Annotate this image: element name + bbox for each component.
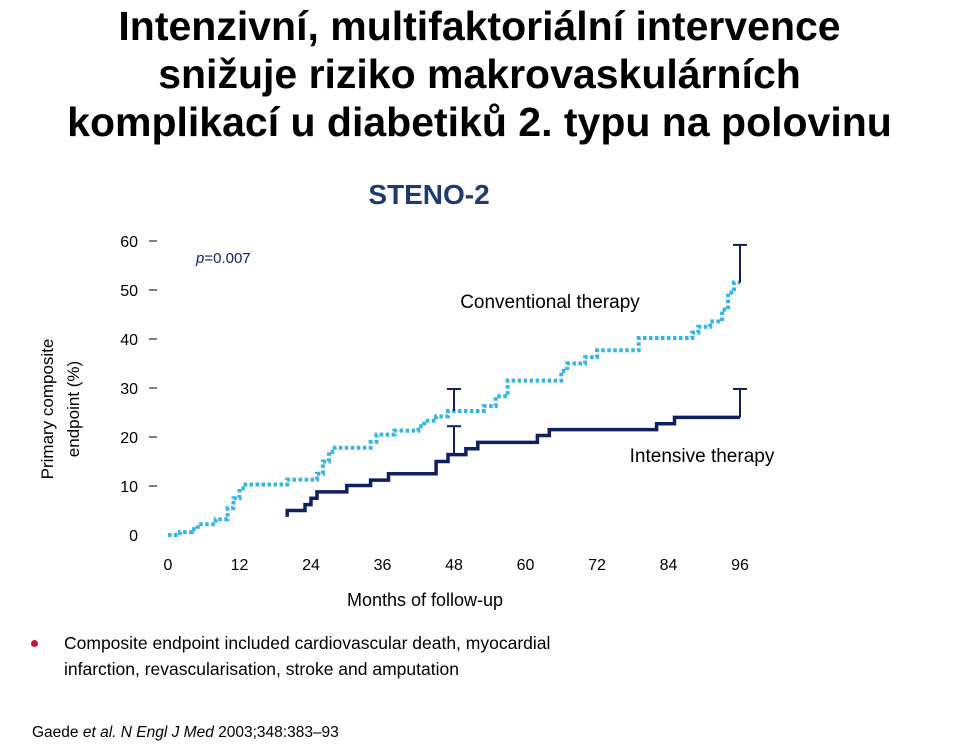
- slide-title: Intenzivní, multifaktoriální intervence …: [0, 2, 959, 146]
- x-tick-label: 36: [374, 557, 392, 574]
- series-label-conventional: Conventional therapy: [460, 292, 640, 313]
- pvalue-label: p=0.007: [195, 250, 251, 267]
- y-axis-title-line-2: endpoint (%): [64, 361, 83, 457]
- citation-etal: et al.: [82, 724, 117, 741]
- bullet-dot: [31, 640, 38, 647]
- series-label-intensive: Intensive therapy: [630, 446, 775, 467]
- y-tick-label: 50: [120, 283, 138, 300]
- footnote-line-1: Composite endpoint included cardiovascul…: [64, 633, 551, 653]
- x-tick-label: 48: [445, 557, 463, 574]
- x-tick-label: 60: [517, 557, 535, 574]
- slide-title-line-1: Intenzivní, multifaktoriální intervence: [118, 3, 841, 49]
- ci-bar-mid-conventional: [447, 387, 461, 412]
- kaplan-meier-chart: STENO-2 p=0.007 Primary composite endpoi…: [38, 179, 775, 610]
- y-tick-label: 10: [120, 479, 138, 496]
- x-axis: 0 12 24 36 48 60 72 84 96: [164, 557, 749, 574]
- slide-title-line-2: snižuje riziko makrovaskulárních: [158, 51, 801, 97]
- x-tick-label: 84: [660, 557, 678, 574]
- x-tick-label: 12: [231, 557, 249, 574]
- y-tick-label: 60: [120, 234, 138, 251]
- citation-journal: N Engl J Med: [116, 724, 219, 741]
- y-tick-label: 0: [129, 528, 138, 545]
- citation-authors: Gaede: [32, 724, 83, 741]
- x-axis-title: Months of follow-up: [347, 590, 503, 610]
- pvalue-value: =0.007: [204, 250, 250, 267]
- y-axis: 0 10 20 30 40 50 60: [120, 234, 157, 545]
- y-axis-title-line-1: Primary composite: [38, 339, 57, 480]
- citation-ref: 2003;348:383–93: [218, 724, 339, 741]
- ci-bar-end-intensive: [733, 387, 747, 418]
- series-line-intensive: [285, 415, 740, 517]
- y-tick-label: 40: [120, 332, 138, 349]
- x-tick-label: 72: [588, 557, 606, 574]
- series-line-conventional: [168, 280, 740, 537]
- pvalue-prefix: p: [195, 250, 204, 267]
- footnote-line-2: infarction, revascularisation, stroke an…: [64, 659, 459, 679]
- citation: Gaede et al. N Engl J Med 2003;348:383–9…: [32, 724, 339, 742]
- x-tick-label: 24: [302, 557, 320, 574]
- x-tick-label: 96: [731, 557, 749, 574]
- series-layer: [168, 243, 747, 537]
- x-tick-label: 0: [164, 557, 173, 574]
- y-tick-label: 20: [120, 430, 138, 447]
- slide-title-line-3: komplikací u diabetiků 2. typu na polovi…: [67, 99, 892, 145]
- chart-title: STENO-2: [368, 179, 489, 210]
- ci-bar-end-conventional: [733, 243, 747, 283]
- y-axis-title: Primary composite endpoint (%): [38, 339, 83, 480]
- y-tick-label: 30: [120, 381, 138, 398]
- ci-bar-mid-intensive: [447, 425, 461, 455]
